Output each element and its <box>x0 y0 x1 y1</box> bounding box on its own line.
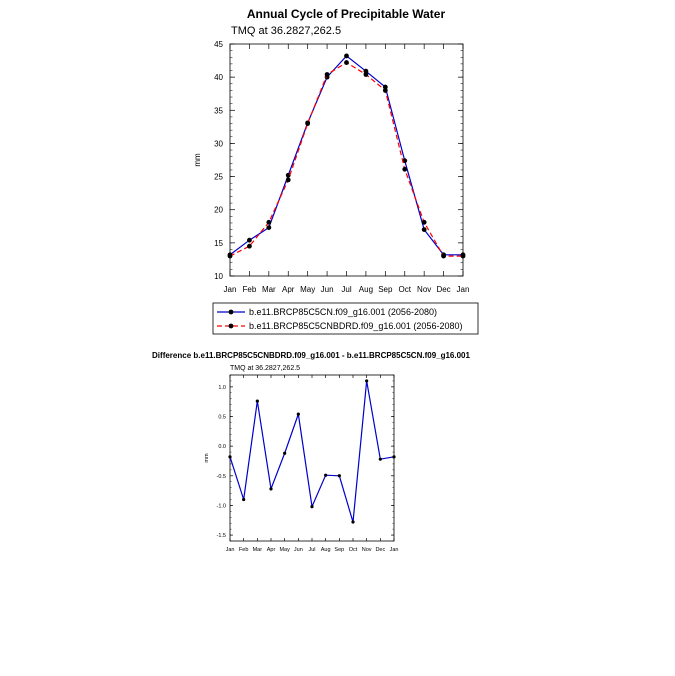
legend-marker-series-2 <box>228 323 234 329</box>
legend-box <box>212 302 479 335</box>
main-y-tick-label: 20 <box>214 206 223 215</box>
diff-x-tick-label: Jan <box>390 547 399 553</box>
difference-chart-subtitle: TMQ at 36.2827,262.5 <box>230 365 300 372</box>
diff-series-1-point <box>283 451 287 455</box>
diff-series-1-point <box>324 473 328 477</box>
main-y-tick-label: 10 <box>214 272 223 281</box>
diff-x-tick-label: Jul <box>308 547 315 553</box>
difference-chart: Jan Feb Mar Apr May Jun Jul Aug Sep Oct Nov Dec Jan -… <box>204 374 399 553</box>
main-series-1-point <box>363 68 369 74</box>
main-series-1-point <box>382 84 388 90</box>
diff-series-1-point <box>310 505 314 509</box>
main-series-2-point <box>266 219 272 225</box>
diff-x-tick-label: May <box>279 547 290 553</box>
diff-y-tick-label: -1.5 <box>217 533 226 539</box>
main-x-tick-label: Dec <box>436 285 450 294</box>
main-series-2-point <box>344 60 349 65</box>
legend-item-series-1: b.e11.BRCP85C5CN.f09_g16.001 (2056-2080) <box>217 307 437 317</box>
diff-series-1-point <box>242 497 246 502</box>
diff-x-tick-label: Jan <box>226 547 235 553</box>
diff-series-1-point <box>337 474 341 478</box>
legend-item-series-2: b.e11.BRCP85C5CNBDRD.f09_g16.001 (2056-2… <box>217 321 462 331</box>
main-series-2-point <box>460 253 466 259</box>
main-series-2-point <box>324 72 330 77</box>
main-x-tick-label: Jan <box>457 285 470 294</box>
main-y-tick-label: 40 <box>214 73 223 82</box>
diff-series-1-point <box>269 487 273 491</box>
diff-series-1-point <box>365 379 369 383</box>
main-chart: Jan Feb Mar Apr May Jun Jul Aug Sep Oct Nov Dec Jan1… <box>193 40 469 294</box>
main-chart-subtitle: TMQ at 36.2827,262.5 <box>231 25 341 37</box>
diff-x-tick-label: Apr <box>267 547 276 553</box>
main-x-tick-label: Sep <box>378 285 393 294</box>
diff-x-tick-label: Aug <box>321 547 331 553</box>
main-series-2-point <box>382 88 388 93</box>
diff-y-tick-label: -1.0 <box>217 503 226 509</box>
main-series-2-point <box>227 253 233 259</box>
legend-label-series-2: b.e11.BRCP85C5CNBDRD.f09_g16.001 (2056-2… <box>249 321 462 331</box>
diff-series-1-point <box>296 412 300 416</box>
main-x-tick-label: Aug <box>359 285 373 294</box>
main-series-1-point <box>344 53 349 59</box>
main-series-2-point <box>363 72 369 77</box>
diff-x-tick-label: Oct <box>349 547 358 553</box>
legend: b.e11.BRCP85C5CN.f09_g16.001 (2056-2080)… <box>212 302 479 335</box>
main-chart-title: Annual Cycle of Precipitable Water <box>247 7 446 21</box>
main-x-tick-label: Jan <box>224 285 237 294</box>
main-series-1-point <box>285 172 291 178</box>
diff-x-tick-label: Jun <box>294 547 303 553</box>
main-y-tick-label: 35 <box>214 106 223 115</box>
diff-series-1-point <box>378 457 382 461</box>
main-y-tick-label: 15 <box>214 239 223 248</box>
difference-chart-title: Difference b.e11.BRCP85C5CNBDRD.f09_g16.… <box>152 351 470 360</box>
main-x-tick-label: Oct <box>399 285 412 294</box>
main-series-1-point <box>402 158 408 164</box>
diff-x-tick-label: Nov <box>362 547 372 553</box>
main-x-tick-label: Mar <box>262 285 276 294</box>
diff-y-tick-label: 1.0 <box>218 385 226 391</box>
diff-series-1-point <box>228 455 232 459</box>
main-x-tick-label: Feb <box>243 285 257 294</box>
main-y-tick-label: 25 <box>214 173 223 182</box>
diff-series-1-point <box>351 520 355 524</box>
legend-marker-series-1 <box>228 309 234 315</box>
main-x-tick-label: Jul <box>341 285 351 294</box>
diff-y-tick-label: 0.0 <box>218 444 226 450</box>
main-series-2-point <box>402 166 408 172</box>
diff-x-tick-label: Sep <box>334 547 344 553</box>
main-x-tick-label: Apr <box>282 285 295 294</box>
main-x-tick-label: May <box>300 285 315 294</box>
diff-series-1-point <box>392 455 396 459</box>
diff-y-tick-label: 0.5 <box>218 415 226 421</box>
diff-x-tick-label: Dec <box>375 547 385 553</box>
main-series-1-point <box>266 225 272 231</box>
main-series-2-point <box>441 253 446 259</box>
main-series-1-point <box>421 227 427 233</box>
main-series-2-point <box>421 219 427 225</box>
diff-x-tick-label: Mar <box>253 547 263 553</box>
main-x-tick-label: Nov <box>417 285 431 294</box>
main-series-2-point <box>305 121 311 126</box>
main-series-1-point <box>247 237 252 243</box>
diff-series-1-point <box>255 399 259 403</box>
main-x-tick-label: Jun <box>321 285 334 294</box>
diff-x-tick-label: Feb <box>239 547 248 553</box>
main-y-tick-label: 45 <box>214 40 223 49</box>
main-series-2-point <box>285 177 291 183</box>
diff-y-tick-label: -0.5 <box>217 474 226 480</box>
main-series-2-point <box>247 243 252 249</box>
main-y-tick-label: 30 <box>214 139 223 148</box>
diff-y-axis-title: mm <box>204 453 210 463</box>
legend-label-series-1: b.e11.BRCP85C5CN.f09_g16.001 (2056-2080) <box>249 307 437 317</box>
main-y-axis-title: mm <box>193 153 202 167</box>
